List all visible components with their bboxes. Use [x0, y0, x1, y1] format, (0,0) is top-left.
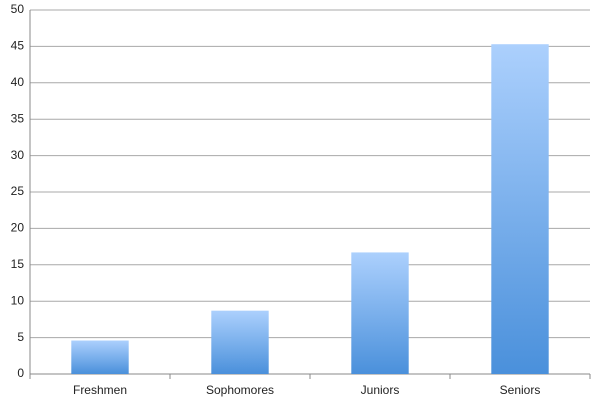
- y-tick-label: 50: [11, 2, 25, 16]
- x-tick-label: Freshmen: [73, 383, 127, 397]
- y-tick-label: 45: [11, 39, 25, 53]
- y-tick-label: 35: [11, 111, 25, 125]
- bar: [491, 44, 549, 374]
- x-tick-label: Seniors: [500, 383, 541, 397]
- y-tick-label: 0: [17, 366, 24, 380]
- y-tick-label: 10: [11, 293, 25, 307]
- y-tick-label: 25: [11, 184, 25, 198]
- bar: [211, 310, 269, 374]
- x-tick-label: Juniors: [361, 383, 400, 397]
- y-tick-label: 20: [11, 221, 25, 235]
- y-tick-label: 30: [11, 148, 25, 162]
- y-tick-label: 40: [11, 75, 25, 89]
- y-tick-label: 5: [17, 330, 24, 344]
- x-tick-label: Sophomores: [206, 383, 274, 397]
- bar: [351, 252, 409, 374]
- bar: [71, 340, 129, 374]
- y-tick-label: 15: [11, 257, 25, 271]
